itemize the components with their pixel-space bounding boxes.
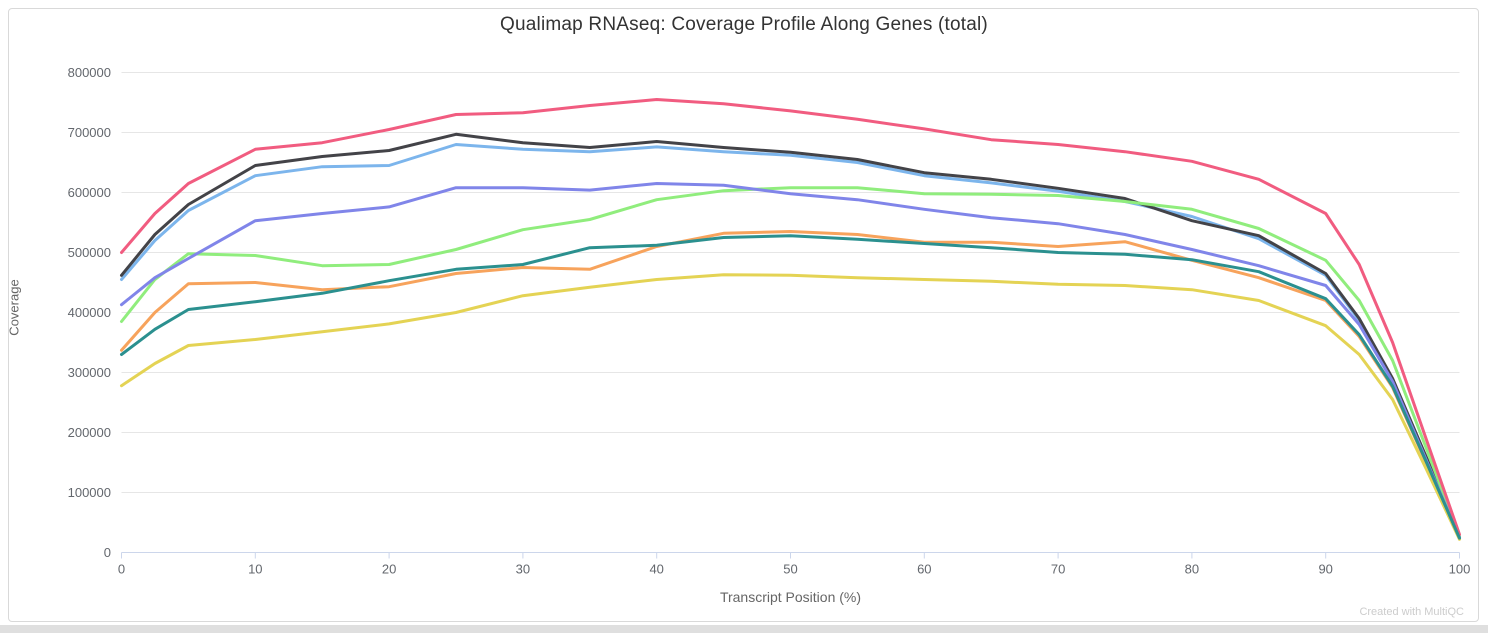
y-tick-label: 800000	[68, 65, 111, 80]
x-tick-label: 20	[382, 562, 396, 577]
x-tick-label: 0	[118, 562, 125, 577]
chart-line-series-6[interactable]	[120, 98, 1461, 536]
y-tick-label: 600000	[68, 185, 111, 200]
y-tick-label: 200000	[68, 425, 111, 440]
multiqc-watermark: Created with MultiQC	[1359, 606, 1464, 618]
x-axis-title: Transcript Position (%)	[719, 589, 862, 605]
x-tick-label: 50	[783, 562, 797, 577]
chart-line-series-8[interactable]	[120, 234, 1461, 540]
x-tick-label: 100	[1449, 562, 1471, 577]
plot-card	[8, 8, 1479, 622]
x-tick-label: 30	[516, 562, 530, 577]
chart-line-series-1[interactable]	[120, 143, 1461, 539]
chart-line-series-2[interactable]	[120, 132, 1461, 539]
chart-title: Qualimap RNAseq: Coverage Profile Along …	[500, 14, 988, 35]
chart-line-series-3[interactable]	[120, 186, 1461, 538]
y-tick-label: 400000	[68, 305, 111, 320]
y-tick-label: 0	[104, 545, 111, 560]
x-tick-label: 90	[1318, 562, 1332, 577]
page-bottom-strip	[0, 625, 1488, 633]
y-tick-label: 100000	[68, 485, 111, 500]
chart-line-series-5[interactable]	[120, 182, 1461, 539]
y-tick-label: 500000	[68, 245, 111, 260]
x-tick-label: 40	[649, 562, 663, 577]
chart-line-series-7[interactable]	[120, 273, 1461, 541]
x-tick-label: 10	[248, 562, 262, 577]
x-tick-label: 60	[917, 562, 931, 577]
x-tick-label: 80	[1185, 562, 1199, 577]
y-tick-label: 300000	[68, 365, 111, 380]
x-tick-label: 70	[1051, 562, 1065, 577]
y-tick-label: 700000	[68, 125, 111, 140]
